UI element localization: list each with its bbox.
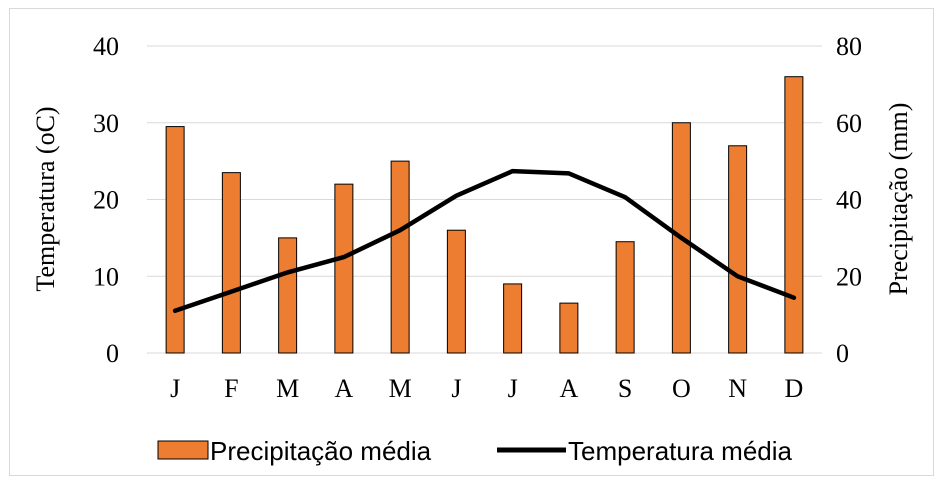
right-tick-label: 60: [836, 109, 862, 138]
precipitation-bar: [278, 237, 298, 354]
right-tick-label: 20: [836, 262, 862, 291]
x-tick-label: J: [508, 374, 518, 403]
precipitation-bar: [390, 160, 410, 354]
chart-frame: [9, 8, 934, 476]
right-tick-label: 0: [836, 339, 849, 368]
precipitation-bar: [559, 302, 579, 354]
x-tick-label: F: [224, 374, 238, 403]
x-tick-label: M: [276, 374, 299, 403]
temperature-line-group: [172, 168, 797, 314]
left-axis-ticks: 0 10 20 30 40: [93, 32, 119, 368]
left-axis-title: Temperatura (oC): [31, 106, 60, 291]
legend-precipitation-swatch: [157, 440, 209, 460]
legend-precipitation-label: Precipitação média: [210, 436, 432, 466]
left-tick-label: 30: [93, 109, 119, 138]
left-tick-label: 20: [93, 186, 119, 215]
x-tick-label: S: [618, 374, 632, 403]
temperature-line: [172, 168, 797, 314]
left-tick-label: 10: [93, 262, 119, 291]
x-tick-label: J: [451, 374, 461, 403]
right-tick-label: 80: [836, 32, 862, 61]
precipitation-bar: [503, 283, 523, 354]
x-tick-label: J: [170, 374, 180, 403]
gridlines: [147, 45, 822, 354]
precipitation-bar: [221, 172, 241, 354]
left-tick-label: 40: [93, 32, 119, 61]
left-tick-label: 0: [106, 339, 119, 368]
right-axis-ticks: 0 20 40 60 80: [836, 32, 862, 368]
x-tick-label: A: [559, 374, 578, 403]
x-tick-label: O: [672, 374, 691, 403]
x-tick-label: A: [334, 374, 353, 403]
x-tick-label: N: [728, 374, 747, 403]
precipitation-bars: [165, 76, 804, 354]
precipitation-bar: [784, 76, 804, 354]
precipitation-bar: [334, 183, 354, 354]
precipitation-bar: [615, 241, 635, 354]
precipitation-bar: [728, 145, 748, 354]
legend: Precipitação média Temperatura média: [157, 436, 793, 466]
x-tick-label: D: [784, 374, 803, 403]
precipitation-bar: [165, 126, 185, 354]
legend-temperature-label: Temperatura média: [568, 436, 793, 466]
x-tick-label: M: [389, 374, 412, 403]
precipitation-bar: [446, 229, 466, 354]
right-tick-label: 40: [836, 186, 862, 215]
right-axis-title: Precipitação (mm): [884, 103, 913, 296]
